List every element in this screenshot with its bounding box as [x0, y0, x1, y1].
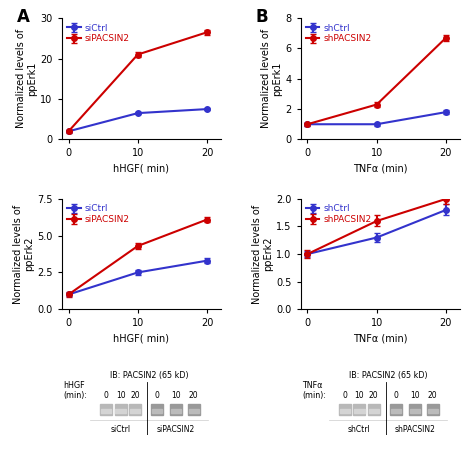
Bar — [188, 405, 200, 415]
Bar — [189, 409, 199, 413]
Bar — [409, 405, 421, 415]
Text: 20: 20 — [428, 390, 438, 400]
Text: 10: 10 — [116, 390, 125, 400]
Text: 10: 10 — [355, 390, 364, 400]
Legend: shCtrl, shPACSIN2: shCtrl, shPACSIN2 — [305, 23, 372, 44]
Legend: shCtrl, shPACSIN2: shCtrl, shPACSIN2 — [305, 203, 372, 225]
Bar — [410, 409, 420, 413]
Text: shPACSIN2: shPACSIN2 — [394, 425, 435, 434]
Bar — [369, 409, 379, 413]
Bar — [152, 409, 163, 413]
Bar — [171, 409, 182, 413]
Text: 20: 20 — [130, 390, 140, 400]
Text: 20: 20 — [189, 390, 199, 400]
Bar — [115, 409, 126, 413]
Text: (min):: (min): — [63, 390, 87, 400]
Text: A: A — [17, 9, 30, 26]
Bar — [427, 405, 438, 415]
Text: 0: 0 — [104, 390, 109, 400]
Text: 10: 10 — [410, 390, 420, 400]
Bar — [151, 405, 163, 415]
X-axis label: TNFα (min): TNFα (min) — [353, 334, 407, 344]
Text: IB: PACSIN2 (65 kD): IB: PACSIN2 (65 kD) — [349, 371, 428, 380]
Text: TNFα: TNFα — [302, 381, 323, 390]
X-axis label: hHGF( min): hHGF( min) — [113, 334, 169, 344]
Text: siPACSIN2: siPACSIN2 — [156, 425, 195, 434]
Text: 0: 0 — [155, 390, 160, 400]
Bar — [100, 405, 112, 415]
Bar — [354, 405, 365, 415]
Text: hHGF: hHGF — [63, 381, 85, 390]
Text: 10: 10 — [172, 390, 181, 400]
Bar — [129, 405, 141, 415]
Bar — [368, 405, 380, 415]
Text: siCtrl: siCtrl — [110, 425, 131, 434]
Text: 20: 20 — [369, 390, 379, 400]
Bar — [130, 409, 140, 413]
Legend: siCtrl, siPACSIN2: siCtrl, siPACSIN2 — [66, 23, 130, 44]
Y-axis label: Normalized levels of
ppErk2: Normalized levels of ppErk2 — [252, 204, 273, 304]
X-axis label: hHGF( min): hHGF( min) — [113, 164, 169, 174]
Text: IB: PACSIN2 (65 kD): IB: PACSIN2 (65 kD) — [110, 371, 189, 380]
Bar — [101, 409, 111, 413]
Bar — [115, 405, 127, 415]
Y-axis label: Normalized levels of
ppErk2: Normalized levels of ppErk2 — [13, 204, 34, 304]
Text: shCtrl: shCtrl — [348, 425, 371, 434]
Bar — [390, 405, 402, 415]
Bar — [428, 409, 438, 413]
Bar — [354, 409, 365, 413]
Bar — [339, 405, 351, 415]
Bar — [340, 409, 350, 413]
Y-axis label: Normalized levels of
ppErk1: Normalized levels of ppErk1 — [261, 29, 283, 128]
Bar — [170, 405, 182, 415]
Text: (min):: (min): — [302, 390, 326, 400]
Legend: siCtrl, siPACSIN2: siCtrl, siPACSIN2 — [66, 203, 130, 225]
X-axis label: TNFα (min): TNFα (min) — [353, 164, 407, 174]
Text: B: B — [256, 9, 269, 26]
Text: 0: 0 — [343, 390, 347, 400]
Y-axis label: Normalized levels of
ppErk1: Normalized levels of ppErk1 — [16, 29, 37, 128]
Text: 0: 0 — [393, 390, 399, 400]
Bar — [391, 409, 401, 413]
